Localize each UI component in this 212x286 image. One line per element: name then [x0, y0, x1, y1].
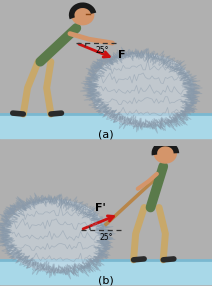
Text: F: F [118, 50, 126, 60]
Ellipse shape [91, 54, 193, 125]
Ellipse shape [4, 200, 106, 271]
Text: (a): (a) [98, 130, 114, 140]
Circle shape [154, 144, 176, 163]
Circle shape [72, 5, 94, 25]
Text: 25°: 25° [100, 233, 113, 242]
Text: 25°: 25° [95, 46, 109, 55]
Text: (b): (b) [98, 275, 114, 285]
Text: F': F' [95, 203, 106, 213]
